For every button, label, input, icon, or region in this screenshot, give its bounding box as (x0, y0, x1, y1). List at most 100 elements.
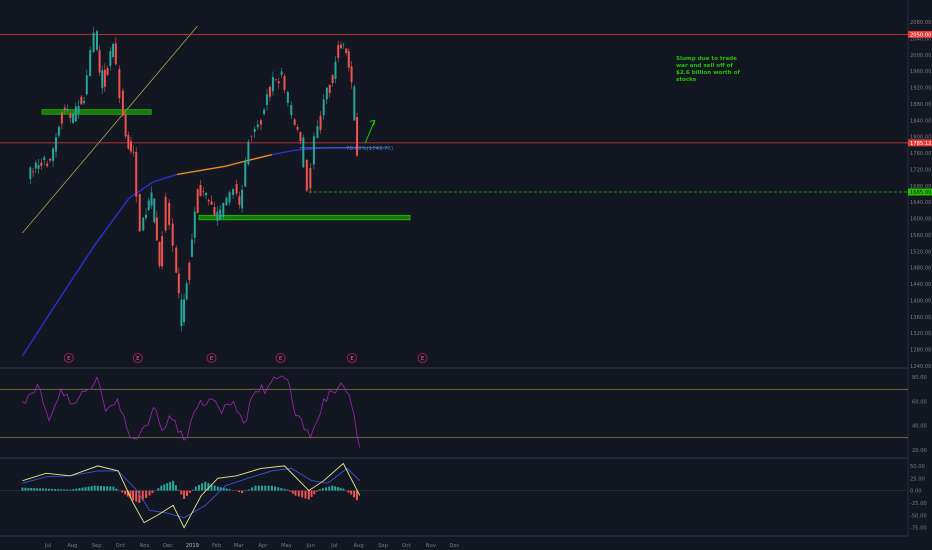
candle-body (168, 202, 171, 225)
candle-body (150, 192, 153, 206)
time-tick-label: Sep (92, 543, 102, 549)
time-tick-label: Feb (212, 543, 222, 549)
macd-histogram-bar (151, 490, 154, 494)
candle-body (199, 184, 202, 196)
price-tick-label: 1480.00 (910, 266, 931, 272)
price-label-text: 1785.12 (910, 141, 931, 147)
macd-histogram-bar (321, 488, 324, 491)
macd-histogram-bar (237, 490, 240, 493)
macd-histogram-bar (39, 488, 42, 491)
macd-tick-label: -25.00 (910, 501, 927, 507)
macd-histogram-bar (197, 485, 200, 491)
candle-body (72, 113, 75, 123)
candle-body (274, 79, 277, 80)
macd-histogram-bar (355, 490, 358, 501)
candle-body (63, 107, 66, 111)
macd-histogram-bar (350, 490, 353, 495)
macd-histogram-bar (334, 486, 337, 491)
price-tick-label: 1240.00 (910, 364, 931, 370)
macd-histogram-bar (318, 489, 321, 491)
macd-histogram-bar (60, 489, 63, 491)
candle-body (259, 120, 262, 125)
candle-body (74, 106, 77, 122)
time-tick-label: Aug (67, 543, 77, 549)
candle-body (46, 163, 49, 166)
macd-histogram-bar (186, 490, 189, 496)
candle-body (129, 141, 132, 152)
dashed-level-label-text: 1665.00 (910, 190, 931, 196)
macd-histogram-bar (304, 490, 307, 499)
macd-tick-label: 50.00 (910, 464, 925, 470)
macd-histogram-bar (313, 490, 316, 495)
macd-histogram-bar (78, 488, 81, 491)
macd-histogram-bar (36, 488, 39, 491)
candle-body (147, 200, 150, 211)
macd-histogram-bar (124, 490, 127, 495)
macd-histogram-bar (277, 487, 280, 491)
price-tick-label: 2000.00 (910, 53, 931, 59)
earnings-event-label: E (279, 356, 282, 362)
macd-histogram-bar (33, 488, 36, 491)
price-tick-label: 1440.00 (910, 282, 931, 288)
candle-body (34, 162, 37, 169)
macd-histogram-bar (141, 490, 144, 501)
earnings-event-marker (132, 353, 143, 363)
candle-body (158, 241, 161, 266)
macd-histogram-bar (297, 490, 300, 497)
candle-body (190, 239, 193, 257)
earnings-event-label: E (136, 356, 139, 362)
macd-histogram-bar (75, 488, 78, 491)
candle-body (244, 160, 247, 187)
candle-body (316, 126, 319, 139)
rsi-tick-label: 60.00 (912, 399, 927, 405)
candle-body (118, 69, 121, 99)
candle-body (319, 115, 322, 130)
candle-body (253, 129, 256, 132)
candle-body (49, 158, 52, 161)
macd-histogram-bar (103, 486, 106, 491)
candle-body (296, 126, 299, 130)
moving-average-line (21, 173, 178, 357)
trend-arrow (364, 120, 376, 144)
candle-body (188, 262, 191, 281)
macd-tick-label: 25.00 (910, 476, 925, 482)
candle-body (280, 71, 283, 75)
price-tick-label: 1800.00 (910, 135, 931, 141)
candle-body (55, 137, 58, 152)
candle-body (85, 75, 88, 95)
macd-histogram-bar (339, 487, 342, 491)
macd-histogram-bar (307, 490, 310, 500)
macd-histogram-bar (132, 490, 135, 501)
time-tick-label: Oct (116, 543, 125, 549)
earnings-event-marker (347, 353, 357, 363)
candle-body (142, 217, 145, 231)
moving-average-line (176, 154, 273, 176)
candle-body (347, 51, 350, 68)
price-tick-label: 1760.00 (910, 151, 931, 157)
macd-histogram-bar (30, 488, 33, 491)
candle-body (256, 124, 259, 128)
price-tick-label: 1600.00 (910, 217, 931, 223)
candle-body (238, 196, 241, 205)
candle-body (339, 44, 342, 49)
macd-histogram-bar (81, 487, 84, 491)
candle-body (250, 135, 253, 137)
candle-body (309, 167, 312, 189)
macd-histogram-bar (48, 488, 51, 491)
rsi-tick-label: 20.00 (912, 448, 927, 454)
candle-body (225, 197, 228, 206)
macd-histogram-bar (301, 490, 304, 498)
candle-body (83, 100, 86, 104)
candle-body (196, 189, 199, 213)
candle-body (40, 162, 43, 166)
macd-histogram-bar (291, 490, 294, 494)
support-zone (41, 109, 152, 115)
price-tick-label: 1880.00 (910, 102, 931, 108)
dashed-level-label-box (908, 188, 932, 196)
earnings-event-marker (417, 353, 428, 363)
macd-histogram-bar (213, 485, 216, 491)
macd-histogram-bar (328, 486, 331, 491)
macd-histogram-bar (264, 485, 267, 491)
candle-body (124, 114, 127, 137)
